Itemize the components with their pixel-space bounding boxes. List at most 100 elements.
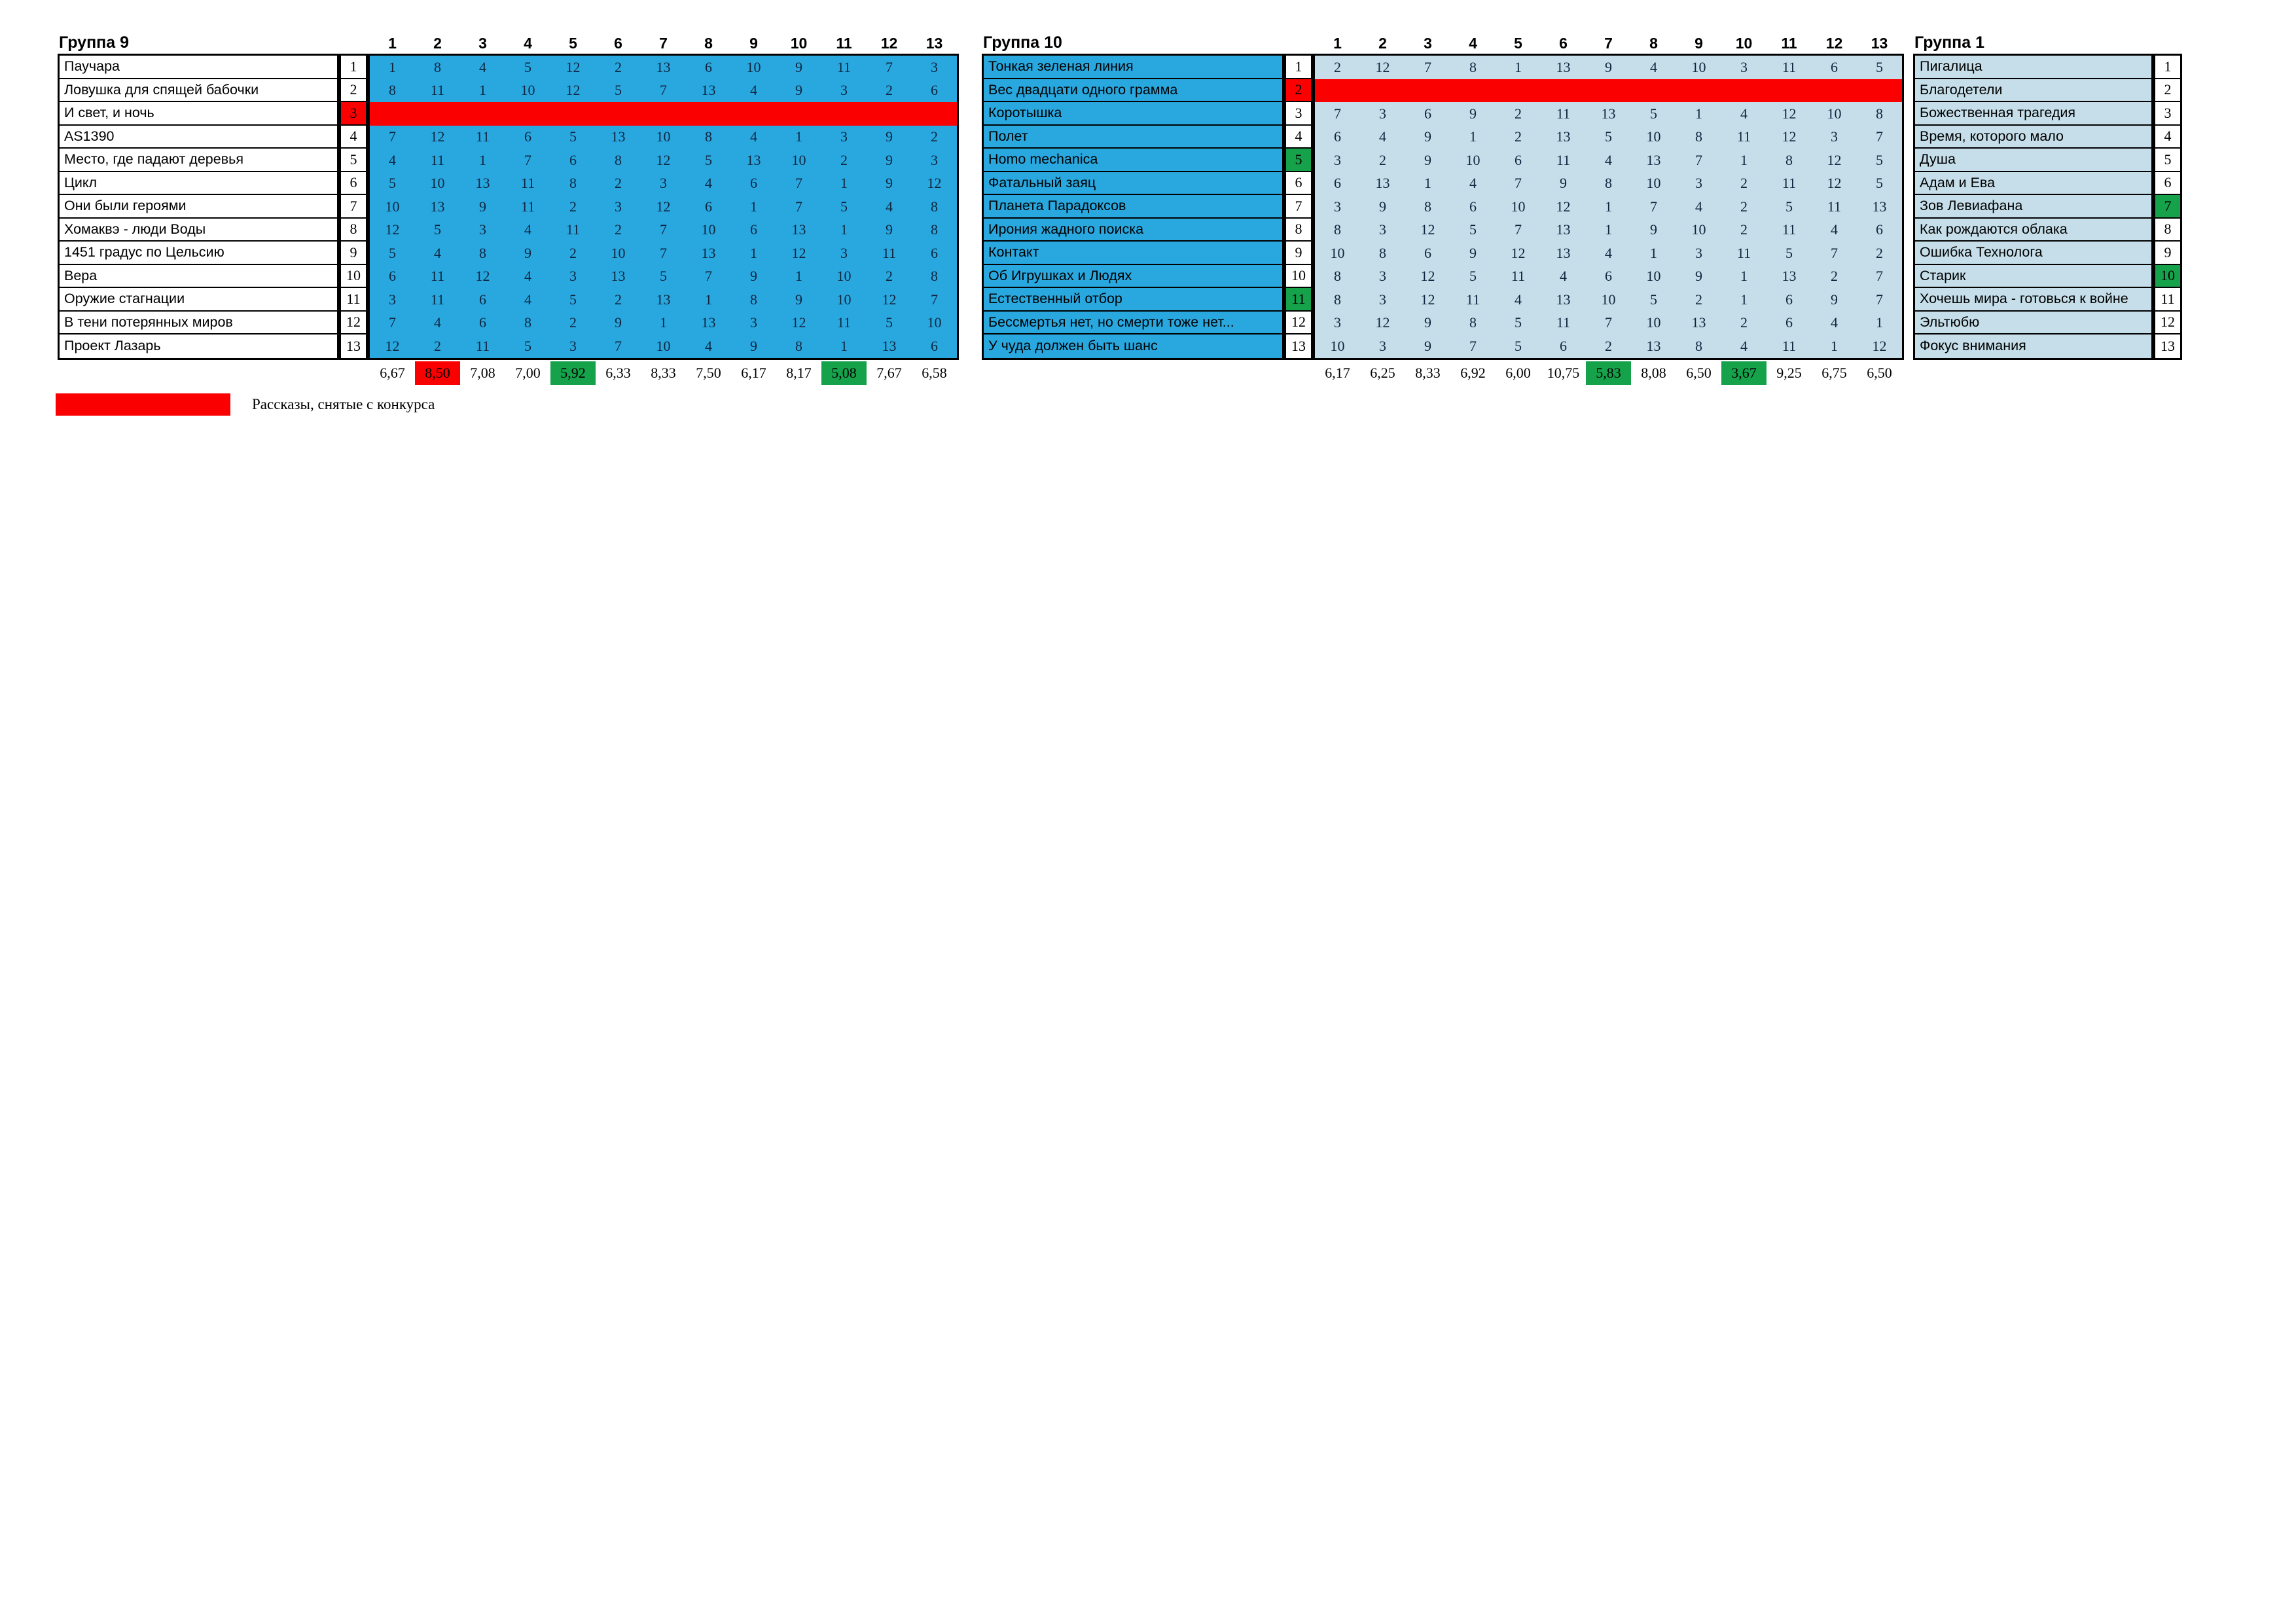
score-cell[interactable]: 4	[1515, 291, 1522, 308]
score-cell[interactable]: 10	[430, 175, 445, 192]
score-cell[interactable]: 5	[1469, 221, 1477, 238]
score-cell[interactable]: 6	[1876, 221, 1883, 238]
score-cell[interactable]: 3	[1379, 291, 1386, 308]
story-rank-cell[interactable]: 10	[341, 265, 366, 288]
score-cell[interactable]: 11	[430, 151, 445, 168]
score-cell[interactable]: 12	[1420, 221, 1435, 238]
score-cell[interactable]: 12	[1556, 198, 1571, 215]
score-cell[interactable]: 10	[836, 291, 852, 308]
score-cell[interactable]: 12	[565, 82, 581, 99]
score-cell[interactable]: 12	[927, 175, 942, 192]
score-cell[interactable]: 6	[524, 128, 531, 145]
score-cell[interactable]: 10	[1330, 244, 1345, 261]
score-cell[interactable]: 11	[882, 244, 897, 261]
score-cell[interactable]: 9	[886, 128, 893, 145]
average-cell[interactable]: 8,50	[415, 361, 460, 385]
score-cell[interactable]: 3	[1334, 314, 1341, 331]
story-rank-cell[interactable]: 3	[2155, 102, 2180, 126]
story-rank-cell[interactable]: 9	[1286, 242, 1311, 265]
withdrawn-row-band[interactable]	[370, 102, 957, 126]
story-rank-cell[interactable]: 10	[2155, 264, 2180, 288]
story-rank-cell[interactable]: 13	[1291, 337, 1306, 354]
score-cell[interactable]: 5	[615, 82, 622, 99]
score-cell[interactable]: 10	[1646, 314, 1661, 331]
score-cell[interactable]: 3	[1379, 337, 1386, 354]
score-cell[interactable]: 1	[660, 314, 667, 331]
score-cell[interactable]: 2	[1379, 151, 1386, 168]
score-cell[interactable]: 8	[931, 198, 938, 215]
score-cell[interactable]: 5	[389, 244, 396, 261]
average-cell[interactable]: 7,08	[470, 364, 495, 381]
score-cell[interactable]: 13	[1375, 175, 1390, 192]
score-cell[interactable]: 9	[615, 314, 622, 331]
score-cell[interactable]: 4	[1379, 128, 1386, 145]
score-cell[interactable]: 13	[1556, 221, 1571, 238]
score-row[interactable]: 3 12 9 8 5 11 7 10 13 2 6 4 1	[1315, 312, 1902, 335]
story-rank-cell[interactable]: 12	[341, 312, 366, 334]
score-cell[interactable]: 2	[569, 314, 577, 331]
story-rank-cell[interactable]: 5	[341, 149, 366, 172]
score-cell[interactable]: 11	[836, 58, 852, 75]
score-cell[interactable]: 7	[660, 221, 667, 238]
story-rank-cell[interactable]: 11	[2155, 288, 2180, 312]
score-cell[interactable]: 5	[1650, 291, 1657, 308]
score-cell[interactable]: 6	[1831, 58, 1838, 75]
score-cell[interactable]: 6	[931, 337, 938, 354]
score-cell[interactable]: 10	[1646, 175, 1661, 192]
score-cell[interactable]: 1	[1831, 337, 1838, 354]
score-row[interactable]: 5 4 8 9 2 10 7 13 1 12 3 11 6	[370, 242, 957, 265]
score-cell[interactable]: 6	[389, 268, 396, 285]
score-cell[interactable]: 8	[615, 151, 622, 168]
score-cell[interactable]: 13	[475, 175, 490, 192]
score-cell[interactable]: 12	[430, 128, 445, 145]
score-cell[interactable]: 2	[1740, 198, 1748, 215]
score-cell[interactable]: 10	[1827, 105, 1842, 122]
story-title-cell[interactable]: Как рождаются облака	[1915, 218, 2151, 242]
score-cell[interactable]: 6	[705, 198, 712, 215]
score-cell[interactable]: 6	[750, 175, 757, 192]
score-row[interactable]: 8 3 12 5 11 4 6 10 9 1 13 2 7	[1315, 265, 1902, 289]
score-cell[interactable]: 9	[1469, 105, 1477, 122]
score-cell[interactable]: 4	[524, 221, 531, 238]
score-cell[interactable]: 8	[1876, 105, 1883, 122]
average-cell[interactable]: 7,67	[876, 364, 902, 381]
score-cell[interactable]: 3	[1334, 151, 1341, 168]
story-title-cell[interactable]: Время, которого мало	[1915, 125, 2151, 149]
score-cell[interactable]: 11	[1736, 128, 1751, 145]
score-cell[interactable]: 3	[569, 337, 577, 354]
average-cell[interactable]: 6,17	[741, 364, 766, 381]
score-cell[interactable]: 4	[886, 198, 893, 215]
score-cell[interactable]: 11	[1465, 291, 1480, 308]
score-cell[interactable]: 8	[479, 244, 486, 261]
story-rank-cell[interactable]: 7	[1286, 195, 1311, 219]
score-cell[interactable]: 4	[1560, 268, 1567, 285]
score-cell[interactable]: 3	[1379, 105, 1386, 122]
score-cell[interactable]: 4	[705, 337, 712, 354]
score-cell[interactable]: 4	[524, 291, 531, 308]
score-cell[interactable]: 9	[1831, 291, 1838, 308]
score-cell[interactable]: 7	[1605, 314, 1612, 331]
score-cell[interactable]: 4	[750, 128, 757, 145]
story-title-cell[interactable]: Планета Парадоксов	[984, 195, 1282, 219]
score-cell[interactable]: 10	[791, 151, 806, 168]
average-cell[interactable]: 10,75	[1547, 364, 1580, 381]
score-cell[interactable]: 13	[1556, 58, 1571, 75]
score-cell[interactable]: 3	[660, 175, 667, 192]
score-cell[interactable]: 8	[569, 175, 577, 192]
score-cell[interactable]: 7	[1515, 175, 1522, 192]
score-cell[interactable]: 3	[569, 268, 577, 285]
average-cell[interactable]: 7,50	[696, 364, 721, 381]
score-cell[interactable]: 2	[1334, 58, 1341, 75]
score-cell[interactable]: 9	[1650, 221, 1657, 238]
story-title-cell[interactable]: Полет	[984, 125, 1282, 149]
score-cell[interactable]: 8	[1334, 291, 1341, 308]
score-cell[interactable]: 2	[886, 268, 893, 285]
score-cell[interactable]: 1	[750, 198, 757, 215]
score-cell[interactable]: 7	[1469, 337, 1477, 354]
story-rank-cell[interactable]: 6	[2155, 172, 2180, 195]
score-row[interactable]: 10 3 9 7 5 6 2 13 8 4 11 1 12	[1315, 334, 1902, 358]
story-title-cell[interactable]: Оружие стагнации	[60, 288, 337, 312]
score-cell[interactable]: 7	[1515, 221, 1522, 238]
score-cell[interactable]: 5	[1515, 314, 1522, 331]
story-rank-cell[interactable]: 11	[1286, 288, 1311, 312]
